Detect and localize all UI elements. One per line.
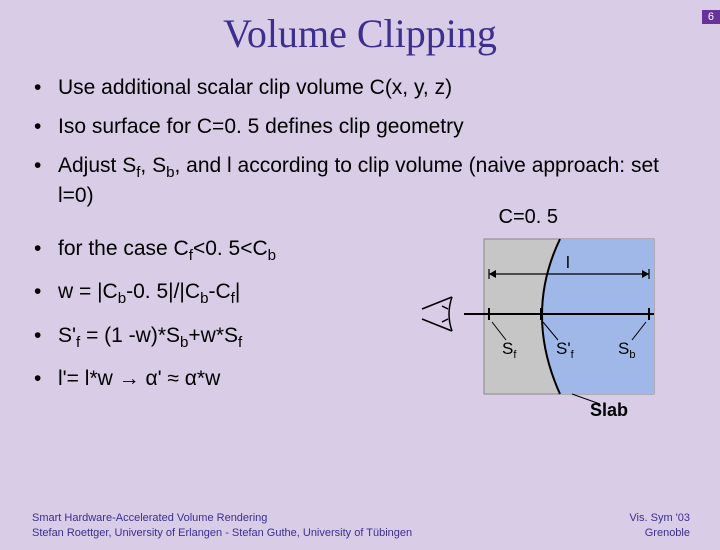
footer-right: Vis. Sym '03 Grenoble [629, 511, 690, 540]
footer: Smart Hardware-Accelerated Volume Render… [32, 511, 690, 540]
bullet-item: S'f = (1 -w)*Sb+w*Sf [34, 323, 380, 352]
bullet-list-bottom: for the case Cf<0. 5<Cb w = |Cb-0. 5|/|C… [0, 236, 400, 391]
slab-label: Slab [590, 400, 628, 420]
bullet-item: Adjust Sf, Sb, and l according to clip v… [34, 153, 700, 208]
footer-left: Smart Hardware-Accelerated Volume Render… [32, 511, 412, 540]
slide-title: Volume Clipping [0, 10, 720, 57]
bullet-item: l'= l*w → α' ≈ α*w [34, 366, 380, 391]
footer-title: Smart Hardware-Accelerated Volume Render… [32, 511, 412, 525]
eye-icon [422, 297, 452, 331]
clip-diagram: l Sf S'f Sb Slab [404, 234, 674, 434]
bullet-item: Use additional scalar clip volume C(x, y… [34, 75, 700, 100]
l-label: l [566, 253, 570, 272]
clip-region [542, 239, 654, 394]
footer-venue: Vis. Sym '03 [629, 511, 690, 525]
footer-authors: Stefan Roettger, University of Erlangen … [32, 526, 412, 540]
bullet-item: w = |Cb-0. 5|/|Cb-Cf| [34, 279, 380, 308]
bullet-item: for the case Cf<0. 5<Cb [34, 236, 380, 265]
bullet-list-top: Use additional scalar clip volume C(x, y… [0, 75, 720, 208]
c-threshold-label: C=0. 5 [499, 206, 558, 229]
bullet-item: Iso surface for C=0. 5 defines clip geom… [34, 114, 700, 139]
slab-leader [572, 394, 600, 404]
page-number: 6 [702, 10, 720, 24]
footer-location: Grenoble [629, 526, 690, 540]
